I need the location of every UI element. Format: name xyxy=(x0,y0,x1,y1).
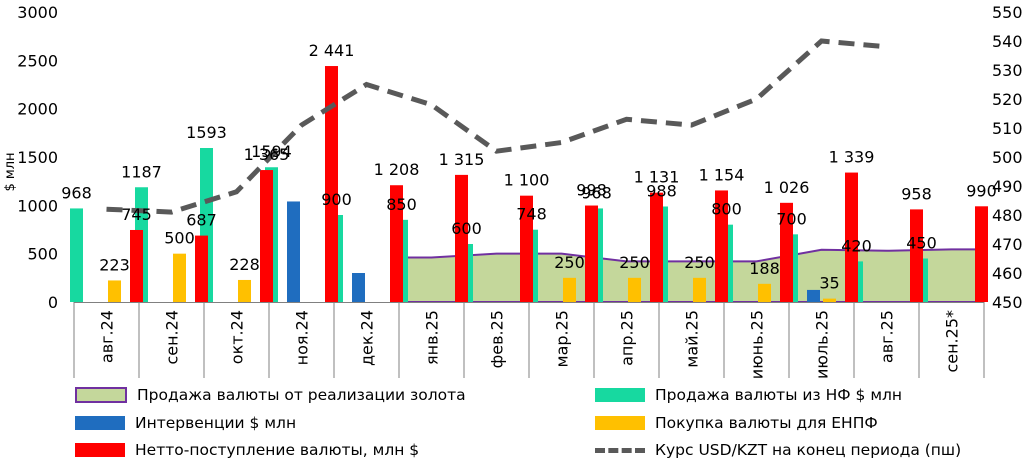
bar-net xyxy=(455,174,468,302)
x-tick-label: июль.25 xyxy=(813,310,832,379)
x-tick-label: авг.25 xyxy=(878,310,897,363)
x-tick-label: сен.25* xyxy=(943,310,962,373)
data-label-net: 1 131 xyxy=(634,168,680,187)
data-label-nf: 900 xyxy=(321,190,352,209)
data-label-enpf: 500 xyxy=(164,229,195,248)
data-label-enpf: 250 xyxy=(684,253,715,272)
y2-tick-label: 520 xyxy=(992,90,1023,109)
bar-net xyxy=(260,170,273,302)
y-tick-label: 3000 xyxy=(17,3,58,22)
y-tick-label: 0 xyxy=(48,293,58,312)
bar-net xyxy=(910,209,923,302)
data-label-nf: 968 xyxy=(61,183,92,202)
bar-enpf xyxy=(108,280,121,302)
data-label-nf: 988 xyxy=(646,181,677,200)
data-label-nf: 420 xyxy=(841,236,872,255)
bar-net xyxy=(585,205,598,302)
bar-net xyxy=(845,172,858,302)
x-tick-label: окт.24 xyxy=(228,310,247,364)
x-tick-label: сен.24 xyxy=(163,310,182,365)
y-tick-label: 1500 xyxy=(17,148,58,167)
bar-net xyxy=(780,202,793,302)
bar-interventions xyxy=(352,273,365,302)
data-label-enpf: 228 xyxy=(229,255,260,274)
bar-interventions xyxy=(807,289,820,302)
data-label-net: 1 315 xyxy=(439,150,485,169)
bar-net xyxy=(715,190,728,302)
x-tick-label: апр.25 xyxy=(618,310,637,366)
y-axis-label: $ млн xyxy=(3,152,18,191)
data-label-net: 687 xyxy=(186,211,217,230)
x-tick-label: авг.24 xyxy=(98,310,117,363)
bar-enpf xyxy=(238,279,251,302)
data-label-nf: 800 xyxy=(711,200,742,219)
data-label-nf: 450 xyxy=(906,234,937,253)
data-label-net: 990 xyxy=(966,181,997,200)
data-label-net: 745 xyxy=(121,205,152,224)
bar-net xyxy=(325,66,338,302)
data-label-net: 1 208 xyxy=(374,160,420,179)
data-label-nf: 600 xyxy=(451,219,482,238)
bar-net xyxy=(195,235,208,302)
y2-tick-label: 500 xyxy=(992,148,1023,167)
data-label-nf: 850 xyxy=(386,195,417,214)
y2-tick-label: 480 xyxy=(992,206,1023,225)
bar-net xyxy=(650,192,663,302)
x-tick-label: янв.25 xyxy=(423,310,442,365)
bar-enpf xyxy=(758,283,771,302)
x-tick-label: июнь.25 xyxy=(748,310,767,379)
data-label-net: 1 365 xyxy=(244,145,290,164)
data-label-nf: 1187 xyxy=(121,162,162,181)
bar-enpf xyxy=(823,298,836,302)
data-label-net: 1 339 xyxy=(829,148,875,167)
y2-tick-label: 540 xyxy=(992,32,1023,51)
bar-net xyxy=(390,185,403,302)
y-tick-label: 1000 xyxy=(17,196,58,215)
x-tick-label: мар.25 xyxy=(553,310,572,367)
bar-enpf xyxy=(563,277,576,302)
bar-enpf xyxy=(693,277,706,302)
y2-tick-label: 450 xyxy=(992,293,1023,312)
bar-net xyxy=(975,206,988,302)
bar-enpf xyxy=(628,277,641,302)
y-tick-label: 500 xyxy=(27,245,58,264)
y2-tick-label: 530 xyxy=(992,61,1023,80)
bar-net xyxy=(520,195,533,302)
data-label-enpf: 188 xyxy=(749,259,780,278)
data-label-nf: 968 xyxy=(581,183,612,202)
data-label-enpf: 35 xyxy=(819,274,839,293)
y2-tick-label: 470 xyxy=(992,235,1023,254)
y-tick-label: 2000 xyxy=(17,100,58,119)
x-tick-label: ноя.24 xyxy=(293,310,312,365)
data-label-enpf: 250 xyxy=(619,253,650,272)
data-label-enpf: 223 xyxy=(99,255,130,274)
y2-tick-label: 460 xyxy=(992,264,1023,283)
data-label-nf: 700 xyxy=(776,209,807,228)
y2-tick-label: 550 xyxy=(992,3,1023,22)
bar-interventions xyxy=(287,201,300,302)
data-label-net: 1 154 xyxy=(699,165,745,184)
x-tick-label: фев.25 xyxy=(488,310,507,368)
bar-nf xyxy=(70,208,83,302)
data-label-enpf: 250 xyxy=(554,253,585,272)
y2-tick-label: 510 xyxy=(992,119,1023,138)
y-tick-label: 2500 xyxy=(17,51,58,70)
data-label-nf: 1593 xyxy=(186,123,227,142)
data-label-nf: 748 xyxy=(516,205,547,224)
data-label-net: 2 441 xyxy=(309,41,355,60)
data-label-net: 1 026 xyxy=(764,178,810,197)
x-tick-label: дек.24 xyxy=(358,310,377,366)
data-label-net: 998 xyxy=(576,181,607,200)
bar-enpf xyxy=(173,253,186,302)
data-label-nf: 1594 xyxy=(251,142,292,161)
y2-tick-label: 490 xyxy=(992,177,1023,196)
data-label-net: 1 100 xyxy=(504,171,550,190)
bar-net xyxy=(130,229,143,302)
rate-line xyxy=(106,38,887,215)
x-tick-label: май.25 xyxy=(683,310,702,368)
data-label-net: 958 xyxy=(901,184,932,203)
